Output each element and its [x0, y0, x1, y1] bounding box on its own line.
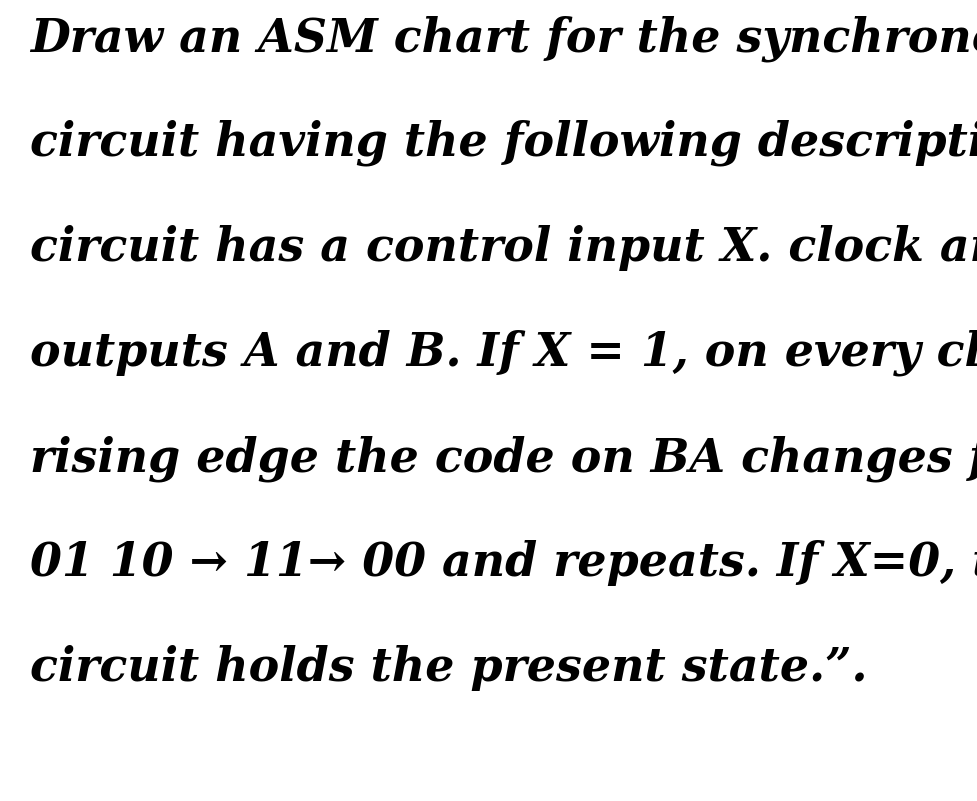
Text: rising edge the code on BA changes from 00: rising edge the code on BA changes from … — [30, 435, 977, 481]
Text: circuit having the following description, “The: circuit having the following description… — [30, 120, 977, 167]
Text: circuit holds the present state.”.: circuit holds the present state.”. — [30, 645, 867, 691]
Text: 01 10 → 11→ 00 and repeats. If X=0, the: 01 10 → 11→ 00 and repeats. If X=0, the — [30, 540, 977, 586]
Text: Draw an ASM chart for the synchronous: Draw an ASM chart for the synchronous — [30, 15, 977, 62]
Text: outputs A and B. If X = 1, on every clock: outputs A and B. If X = 1, on every cloc… — [30, 330, 977, 376]
Text: circuit has a control input X. clock and: circuit has a control input X. clock and — [30, 225, 977, 271]
